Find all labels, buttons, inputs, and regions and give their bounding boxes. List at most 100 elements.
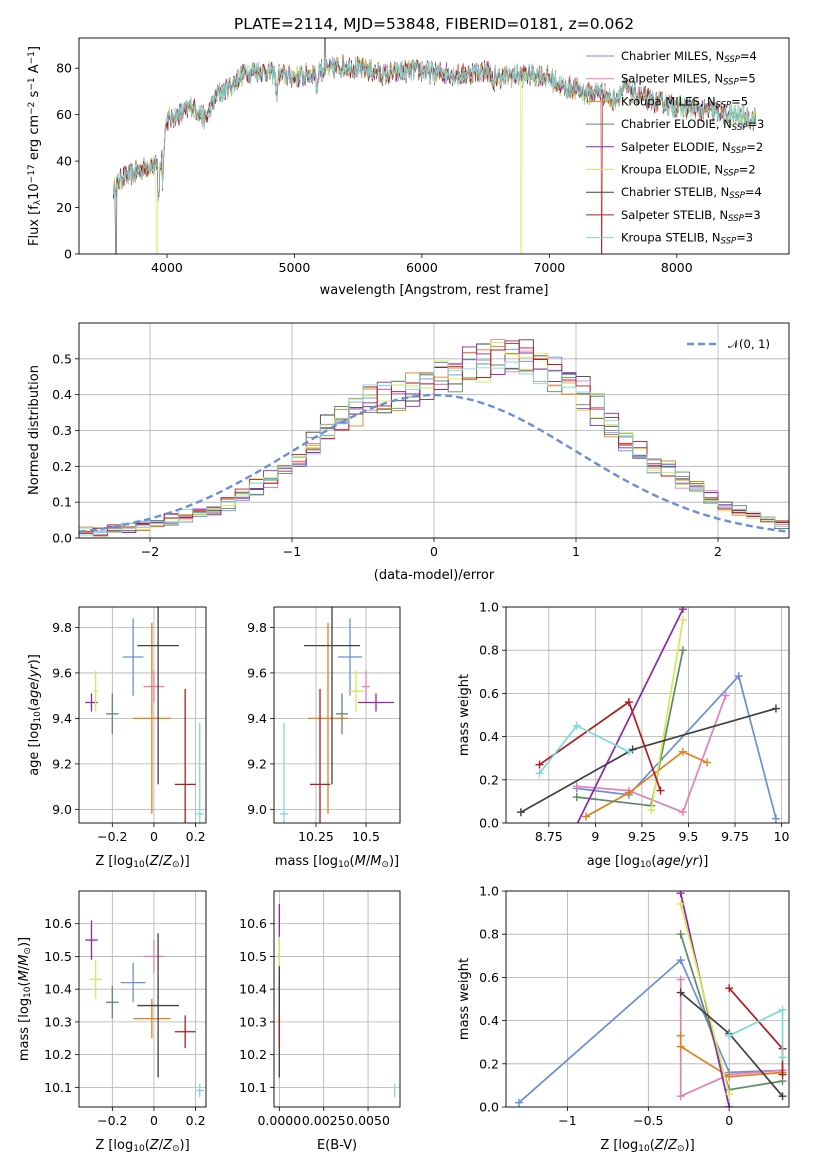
- y-axis-label: Flux [fλ10−17 erg cm−2 s−1 A−1]: [27, 46, 43, 246]
- label-part: )]: [698, 854, 708, 869]
- legend-subscript: SSP: [721, 237, 737, 247]
- weight-marker-5: [676, 899, 685, 908]
- y-tick-label: 0.1: [52, 495, 72, 510]
- label-part: ⊙: [23, 947, 33, 955]
- weight-marker-8: [624, 747, 633, 756]
- weight-marker-2: [676, 1042, 685, 1051]
- x-tick-label: 0: [150, 829, 158, 844]
- x-tick-label: −1: [558, 1113, 576, 1128]
- y-tick-label: 0.2: [479, 772, 499, 787]
- weight-marker-5: [678, 615, 687, 624]
- legend-label: Chabrier ELODIE, NSSP=3: [621, 117, 764, 133]
- legend-count: =5: [739, 72, 756, 86]
- label-part: yr: [27, 663, 42, 679]
- weight-marker-7: [725, 984, 734, 993]
- label-part: Z [log: [95, 1138, 133, 1153]
- y-tick-label: 0.0: [52, 531, 72, 546]
- label-part: (: [27, 706, 42, 711]
- x-tick-label: −2: [141, 544, 159, 559]
- weight-marker-7: [535, 760, 544, 769]
- x-tick-label: 5000: [279, 260, 311, 275]
- spectrum-legend: Chabrier MILES, NSSP=4 Salpeter MILES, NS…: [586, 49, 764, 247]
- y-tick-label: 9.0: [52, 802, 72, 817]
- label-part: s: [27, 90, 42, 101]
- label-part: (: [17, 981, 32, 986]
- label-part: )]: [180, 1138, 190, 1153]
- spectrum-line-8: [113, 55, 757, 199]
- age-vs-z-panel: −0.2 0 0.29.09.29.49.69.8Z [log10(Z/Z⊙)]ag…: [27, 606, 207, 870]
- x-tick-label: 0: [725, 1113, 733, 1128]
- y-tick-label: 80: [56, 61, 72, 76]
- y-tick-label: 9.2: [52, 756, 72, 771]
- label-part: )]: [180, 854, 190, 869]
- label-part: Z [log: [95, 854, 133, 869]
- axes-frame: [78, 606, 207, 824]
- weight-marker-5: [647, 806, 656, 815]
- histogram-step-8: [79, 361, 789, 536]
- label-part: Z: [149, 854, 160, 869]
- label-part: (: [145, 854, 150, 869]
- weight-marker-3: [572, 793, 581, 802]
- label-part: /: [159, 854, 164, 869]
- label-part: ⊙: [381, 860, 389, 870]
- label-part: Z: [162, 854, 173, 869]
- axes-frame: [505, 890, 790, 1108]
- legend-label: 𝒩(0, 1): [728, 337, 770, 351]
- legend-label: Chabrier STELIB, NSSP=4: [621, 185, 762, 201]
- y-axis-label: mass weight: [457, 674, 472, 756]
- x-tick-label: 0.0025: [302, 1113, 346, 1128]
- weight-marker-2: [678, 747, 687, 756]
- label-part: /: [27, 677, 42, 682]
- label-part: Z: [149, 1138, 160, 1153]
- label-part: /: [681, 854, 686, 869]
- y-tick-label: 20: [56, 200, 72, 215]
- weight-marker-1: [721, 691, 730, 700]
- legend-label: Kroupa ELODIE, NSSP=2: [621, 163, 756, 179]
- label-part: /: [664, 1138, 669, 1153]
- label-part: −2: [27, 102, 37, 115]
- weight-marker-1: [676, 1092, 685, 1101]
- label-part: )]: [389, 854, 399, 869]
- mass-vs-ebv-panel: 0.0000 0.0025 0.0050 10.1 10.2 10.3 10.4 10.5 10…: [239, 890, 401, 1153]
- histogram-step-7: [79, 340, 789, 534]
- legend-label: Kroupa STELIB, NSSP=3: [621, 231, 753, 247]
- label-part: M: [17, 955, 32, 966]
- spectrum-panel-plot-area: [113, 38, 757, 254]
- weight-line-2: [679, 1035, 783, 1078]
- legend-count: =4: [740, 49, 757, 63]
- weight-marker-0: [676, 956, 685, 965]
- weight-marker-0: [771, 814, 780, 823]
- weight-line-2: [585, 750, 708, 818]
- legend-subscript: SSP: [723, 78, 739, 88]
- legend-count: =3: [744, 208, 761, 222]
- y-axis-label: age [log10(age/yr)]: [27, 654, 43, 776]
- weight-marker-8: [572, 721, 581, 730]
- x-tick-label: 0: [150, 1113, 158, 1128]
- label-part: Z [log: [600, 1138, 638, 1153]
- x-axis-label: Z [log10(Z/Z⊙)]: [95, 854, 189, 870]
- weight-marker-4: [676, 891, 685, 898]
- x-tick-label: −0.5: [633, 1113, 663, 1128]
- x-tick-label: 2: [714, 544, 722, 559]
- x-tick-label: 0.2: [186, 829, 206, 844]
- legend-label: Chabrier MILES, NSSP=4: [621, 49, 757, 65]
- y-tick-label: 0: [64, 247, 72, 262]
- y-tick-label: 0.4: [52, 387, 72, 402]
- label-part: (: [145, 1138, 150, 1153]
- label-part: M: [370, 854, 381, 869]
- x-tick-label: 10: [774, 829, 790, 844]
- y-tick-label: 0.2: [52, 459, 72, 474]
- x-axis-label: (data-model)/error: [374, 568, 495, 583]
- normal-reference-curve: [79, 393, 789, 533]
- x-tick-label: 6000: [406, 260, 438, 275]
- y-tick-label: 9.4: [247, 711, 267, 726]
- y-tick-label: 0.5: [52, 351, 72, 366]
- weight-marker-1: [676, 975, 685, 984]
- label-part: /: [159, 1138, 164, 1153]
- legend-count: =4: [745, 185, 762, 199]
- y-axis-label: mass [log10(M/M⊙)]: [17, 937, 33, 1061]
- figure-title: PLATE=2114, MJD=53848, FIBERID=0181, z=0…: [234, 15, 634, 33]
- age-vs-mass-panel-plot-area: [280, 607, 394, 823]
